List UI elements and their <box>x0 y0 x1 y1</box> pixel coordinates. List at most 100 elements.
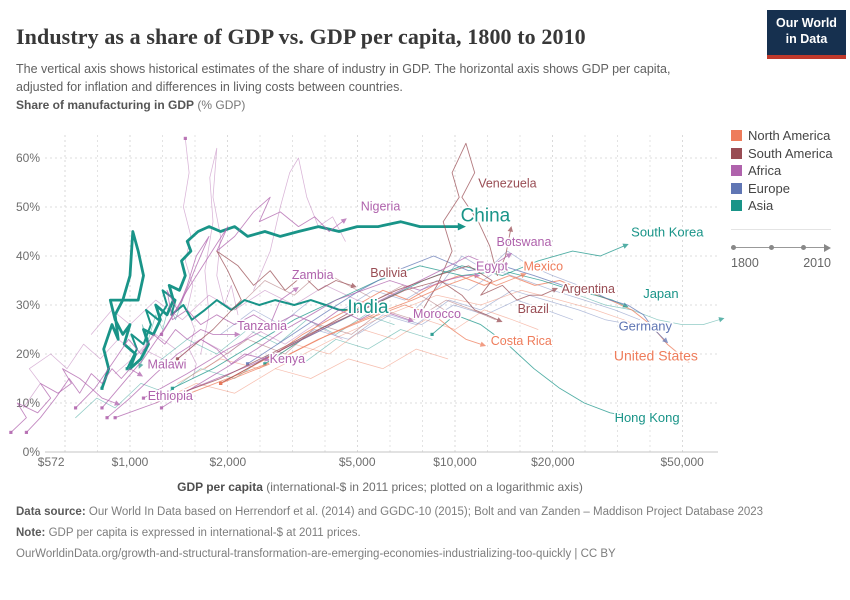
series-arrowhead-icon <box>138 362 144 369</box>
series-arrowhead-icon <box>136 371 144 377</box>
background-series-line <box>274 289 633 355</box>
series-line-costa-rica[interactable] <box>220 304 482 384</box>
country-label-kenya[interactable]: Kenya <box>268 350 306 367</box>
legend-item-south-america[interactable]: South America <box>731 145 849 163</box>
series-start-marker <box>100 386 104 390</box>
series-start-marker <box>245 362 250 366</box>
country-label-zambia[interactable]: Zambia <box>290 267 335 284</box>
country-label-malawi[interactable]: Malawi <box>146 356 188 373</box>
timeline-track[interactable] <box>731 243 831 252</box>
background-series-line <box>114 324 343 374</box>
country-label-south-korea[interactable]: South Korea <box>630 223 706 241</box>
series-start-marker <box>125 367 129 371</box>
series-line-egypt[interactable] <box>161 275 476 409</box>
country-label-china[interactable]: China <box>459 204 512 228</box>
series-arrowhead-icon <box>622 302 629 308</box>
country-label-egypt[interactable]: Egypt <box>475 258 510 275</box>
note-text: GDP per capita is expressed in internati… <box>48 526 361 539</box>
legend-item-asia[interactable]: Asia <box>731 197 849 215</box>
series-line-hong-kong[interactable] <box>431 314 637 419</box>
legend-label-asia: Asia <box>748 198 774 214</box>
owid-logo[interactable]: Our World in Data <box>767 10 846 59</box>
series-arrowhead-icon <box>340 218 347 224</box>
country-label-nigeria[interactable]: Nigeria <box>359 198 402 215</box>
series-line-malawi[interactable] <box>25 368 139 433</box>
y-tick-label: 20% <box>16 347 40 361</box>
country-label-bolivia[interactable]: Bolivia <box>369 265 409 282</box>
country-label-hong-kong[interactable]: Hong Kong <box>613 409 681 427</box>
country-label-morocco[interactable]: Morocco <box>412 306 463 323</box>
page-title: Industry as a share of GDP vs. GDP per c… <box>16 23 586 49</box>
background-series-line <box>234 270 453 316</box>
country-label-ethiopia[interactable]: Ethiopia <box>146 388 194 405</box>
series-start-marker <box>100 406 104 410</box>
country-label-mexico[interactable]: Mexico <box>522 258 565 275</box>
background-series-line <box>414 250 601 311</box>
series-start-marker <box>430 332 434 336</box>
series-line-brazil[interactable] <box>166 280 498 399</box>
series-line-china[interactable] <box>100 220 460 390</box>
timeline-dot-mid1[interactable] <box>769 244 774 250</box>
timeline-dot-mid2[interactable] <box>801 244 806 250</box>
series-line-kenya[interactable] <box>106 338 266 419</box>
series-start-marker <box>159 406 164 410</box>
series-start-marker <box>9 430 13 434</box>
country-label-botswana[interactable]: Botswana <box>495 234 553 251</box>
series-arrowhead-icon <box>505 252 513 259</box>
series-arrowhead-icon <box>114 400 121 406</box>
series-line-morocco[interactable] <box>143 309 410 399</box>
citation-url[interactable]: OurWorldinData.org/growth-and-structural… <box>16 547 616 560</box>
legend-item-africa[interactable]: Africa <box>731 162 849 180</box>
series-line-ethiopia[interactable] <box>10 368 116 433</box>
legend-swatch-europe <box>731 182 742 194</box>
series-arrowhead-icon <box>507 225 513 233</box>
country-label-argentina[interactable]: Argentina <box>560 281 617 298</box>
background-series-line <box>253 157 346 291</box>
timeline-start-year: 1800 <box>731 255 759 270</box>
chart-footer: Data source: Our World In Data based on … <box>16 504 836 566</box>
country-label-united-states[interactable]: United States <box>612 346 699 365</box>
owid-logo-line1: Our World <box>776 16 837 30</box>
country-label-brazil[interactable]: Brazil <box>516 300 550 317</box>
series-start-marker <box>105 416 109 420</box>
series-arrowhead-icon <box>551 287 558 293</box>
legend-label-north-america: North America <box>748 128 831 144</box>
country-label-costa-rica[interactable]: Costa Rica <box>489 333 553 350</box>
series-arrowhead-icon <box>350 282 357 289</box>
timeline-legend[interactable]: 1800 2010 <box>731 228 831 270</box>
timeline-end-year: 2010 <box>803 255 831 270</box>
background-series-line <box>155 348 449 404</box>
series-line-bolivia[interactable] <box>177 250 352 360</box>
series-arrowhead-icon <box>622 243 629 249</box>
y-tick-label: 10% <box>16 396 40 410</box>
country-label-tanzania[interactable]: Tanzania <box>236 318 289 335</box>
series-line-germany[interactable] <box>247 255 665 365</box>
series-line-tanzania[interactable] <box>75 329 236 409</box>
series-line-united-states[interactable] <box>220 275 686 384</box>
series-line-argentina[interactable] <box>220 265 554 384</box>
series-arrowhead-icon <box>479 341 487 347</box>
series-line-zambia[interactable] <box>161 235 295 335</box>
legend-item-europe[interactable]: Europe <box>731 180 849 198</box>
legend-item-north-america[interactable]: North America <box>731 127 849 145</box>
series-line-venezuela[interactable] <box>419 142 511 316</box>
country-label-india[interactable]: India <box>346 295 391 319</box>
series-start-marker <box>418 313 422 317</box>
legend-items: North America South America Africa Europe As… <box>731 127 849 215</box>
background-series-line <box>177 309 539 384</box>
series-arrowhead-icon <box>520 273 527 279</box>
series-line-nigeria[interactable] <box>101 196 343 409</box>
country-label-venezuela[interactable]: Venezuela <box>477 175 538 192</box>
series-arrowhead-icon <box>457 222 466 231</box>
series-line-mexico[interactable] <box>177 275 522 399</box>
background-series-line <box>75 329 433 419</box>
series-line-india[interactable] <box>126 289 353 370</box>
country-label-japan[interactable]: Japan <box>642 285 680 303</box>
timeline-dot-start[interactable] <box>731 244 736 250</box>
series-start-marker <box>175 357 180 361</box>
legend-swatch-africa <box>731 165 742 177</box>
timeline-arrow-icon <box>824 243 831 252</box>
series-start-marker <box>159 332 164 336</box>
y-axis-title-bold: Share of manufacturing in GDP <box>16 98 195 112</box>
country-label-germany[interactable]: Germany <box>617 317 674 335</box>
